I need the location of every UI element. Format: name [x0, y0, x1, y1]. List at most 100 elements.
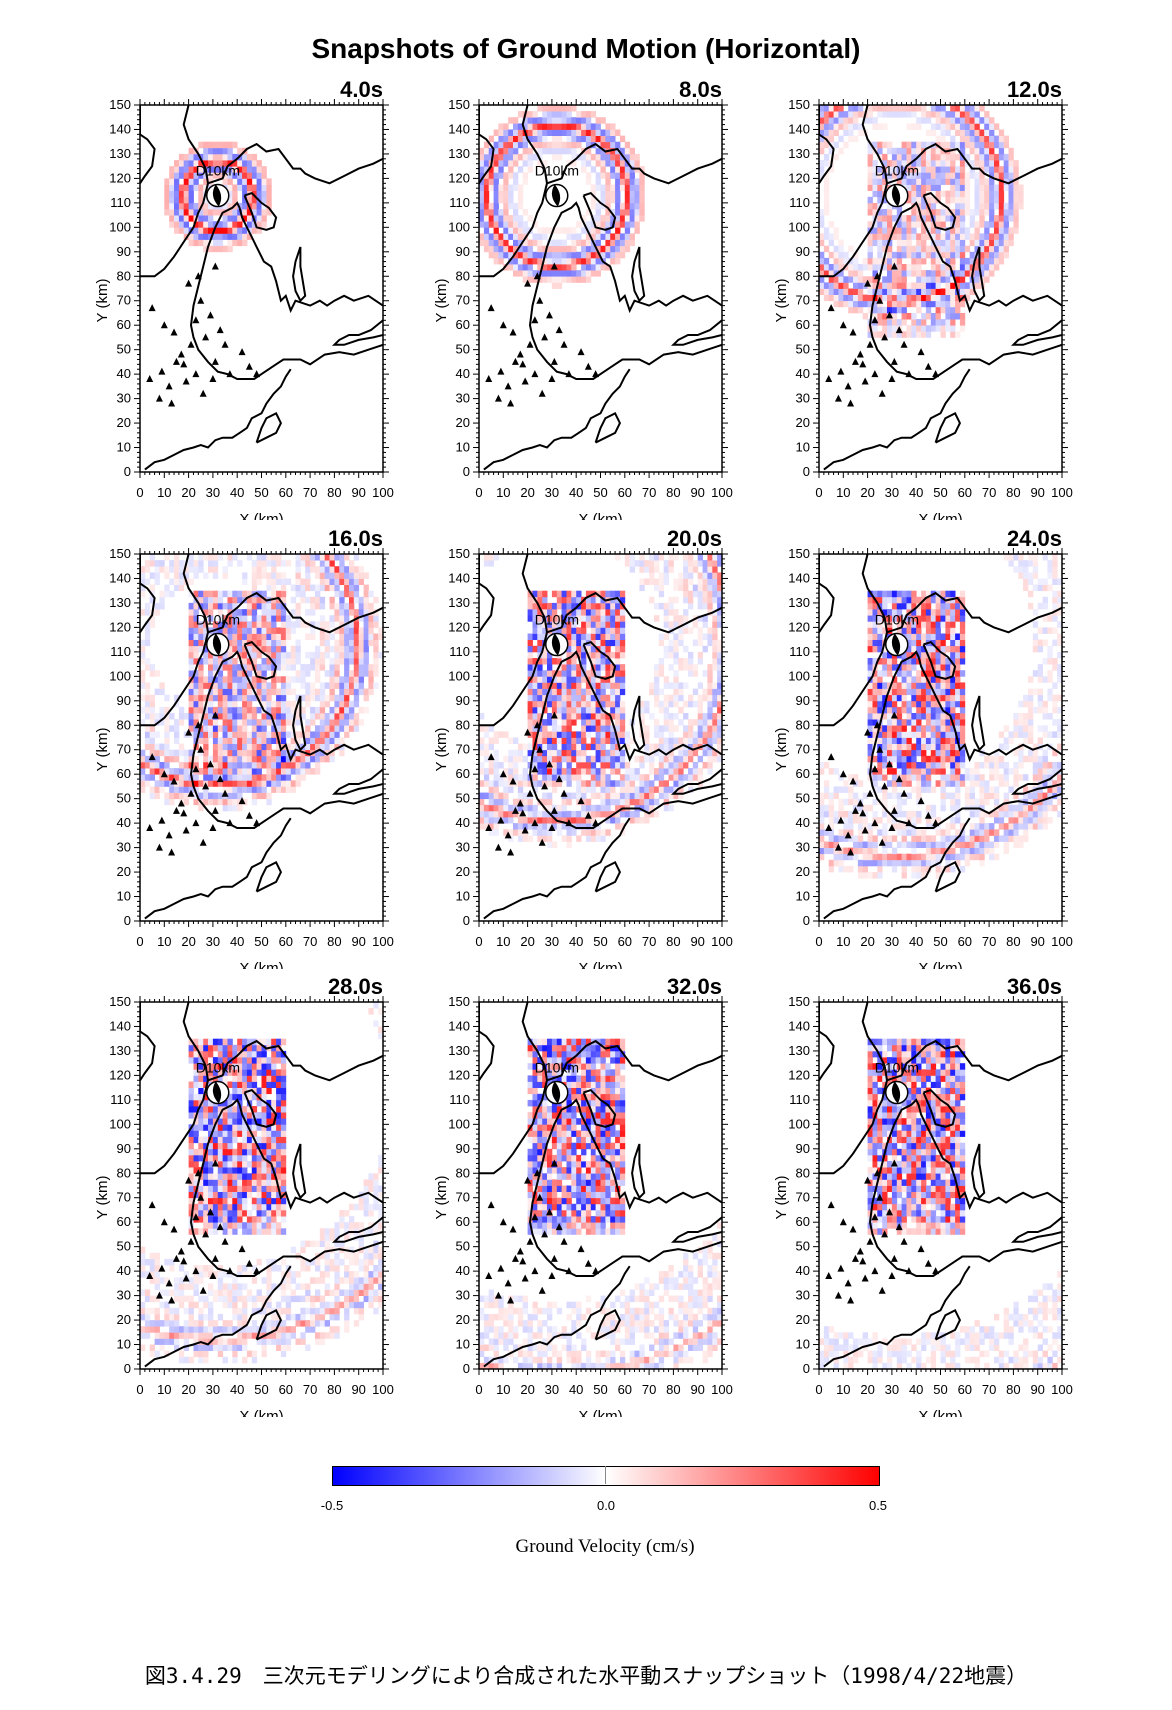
y-tick-label: 10: [796, 1337, 810, 1352]
snapshot-panel: D10km 0 10 20 30 40 50 60 70 80 90 100 0 10 20 30 40 50 60…: [95, 75, 455, 520]
y-tick-label: 120: [109, 170, 131, 185]
station-marker: [211, 357, 219, 365]
station-marker: [504, 831, 512, 839]
x-tick-label: 90: [1030, 1382, 1044, 1397]
station-marker: [536, 745, 544, 753]
x-tick-label: 60: [958, 934, 972, 949]
station-marker: [221, 1237, 229, 1245]
station-marker: [847, 399, 855, 407]
coastline: [140, 105, 156, 184]
coastline: [479, 1002, 495, 1081]
station-marker: [849, 328, 857, 336]
y-tick-label: 140: [109, 1018, 131, 1033]
station-marker: [905, 819, 913, 827]
station-marker: [917, 797, 925, 805]
station-marker: [209, 824, 217, 832]
y-tick-label: 10: [456, 440, 470, 455]
y-tick-label: 150: [448, 994, 470, 1009]
x-tick-label: 70: [982, 485, 996, 500]
y-tick-label: 40: [117, 815, 131, 830]
y-tick-label: 80: [456, 717, 470, 732]
y-tick-label: 90: [456, 244, 470, 259]
station-marker: [211, 1254, 219, 1262]
station-marker: [165, 831, 173, 839]
station-marker: [185, 1176, 193, 1184]
station-marker: [187, 789, 195, 797]
station-marker: [521, 826, 529, 834]
focal-mechanism-lobe: [212, 1081, 222, 1104]
y-tick-label: 130: [109, 1043, 131, 1058]
x-tick-label: 20: [520, 1382, 534, 1397]
coastlines: [819, 1002, 1062, 1368]
coastline: [483, 817, 631, 920]
y-tick-label: 130: [788, 1043, 810, 1058]
station-marker: [155, 843, 163, 851]
coastline: [922, 1088, 957, 1128]
x-tick-label: 50: [254, 1382, 268, 1397]
x-tick-label: 20: [860, 1382, 874, 1397]
y-tick-label: 40: [796, 366, 810, 381]
station-marker: [216, 326, 224, 334]
coastline: [528, 201, 722, 380]
x-tick-label: 30: [545, 485, 559, 500]
station-marker: [531, 1267, 539, 1275]
coastline: [140, 1002, 156, 1081]
station-marker: [592, 819, 600, 827]
x-tick-label: 60: [279, 934, 293, 949]
coastline: [631, 246, 646, 303]
y-tick-label: 130: [448, 1043, 470, 1058]
station-marker: [206, 760, 214, 768]
station-marker: [900, 340, 908, 348]
station-marker: [825, 1272, 833, 1280]
y-tick-label: 150: [109, 994, 131, 1009]
station-marker: [180, 360, 188, 368]
y-tick-label: 0: [124, 464, 131, 479]
station-marker: [847, 848, 855, 856]
x-axis-label: X (km): [918, 511, 962, 520]
station-marker: [504, 382, 512, 390]
y-tick-label: 30: [456, 1288, 470, 1303]
coastline: [922, 640, 957, 680]
coastline: [189, 1098, 383, 1277]
station-marker: [888, 1272, 896, 1280]
y-tick-label: 10: [796, 440, 810, 455]
x-tick-label: 60: [618, 934, 632, 949]
y-tick-label: 100: [788, 1116, 810, 1131]
station-marker: [487, 753, 495, 761]
coastline: [594, 411, 622, 444]
station-marker: [851, 1254, 859, 1262]
snapshot-panel: D10km 0 10 20 30 40 50 60 70 80 90 100 0 10 20 30 40 50 60…: [774, 75, 1134, 520]
x-tick-label: 40: [909, 1382, 923, 1397]
snapshot-panel: D10km 0 10 20 30 40 50 60 70 80 90 100 0 10 20 30 40 50 60…: [774, 972, 1134, 1417]
stations: [146, 262, 261, 407]
station-marker: [146, 375, 154, 383]
coastline: [971, 1143, 986, 1200]
y-tick-label: 120: [448, 619, 470, 634]
station-marker: [560, 340, 568, 348]
coastline: [331, 1216, 383, 1243]
y-tick-label: 70: [796, 293, 810, 308]
snapshot-plot: D10km 0 10 20 30 40 50 60 70 80 90 100 0 10 20 30 40 50 60…: [95, 77, 394, 520]
station-marker: [577, 797, 585, 805]
y-tick-label: 0: [803, 1361, 810, 1376]
station-marker: [560, 1237, 568, 1245]
coastline: [670, 768, 722, 795]
y-axis-label: Y (km): [95, 728, 111, 772]
snapshot-panels: D10km 0 10 20 30 40 50 60 70 80 90 100 0 10 20 30 40 50 60…: [95, 75, 1134, 1417]
y-tick-label: 110: [789, 1092, 810, 1107]
x-tick-label: 0: [475, 934, 482, 949]
colorbar-label: Ground Velocity (cm/s): [515, 1536, 695, 1557]
x-tick-label: 60: [958, 485, 972, 500]
station-marker: [827, 1201, 835, 1209]
station-marker: [192, 1213, 200, 1221]
station-marker: [550, 357, 558, 365]
stations: [825, 1159, 940, 1304]
station-marker: [531, 316, 539, 324]
x-tick-label: 40: [909, 485, 923, 500]
station-marker: [494, 394, 502, 402]
x-tick-label: 40: [569, 485, 583, 500]
y-tick-label: 140: [788, 570, 810, 585]
y-tick-label: 20: [796, 415, 810, 430]
coastline: [243, 191, 278, 231]
station-marker: [199, 389, 207, 397]
